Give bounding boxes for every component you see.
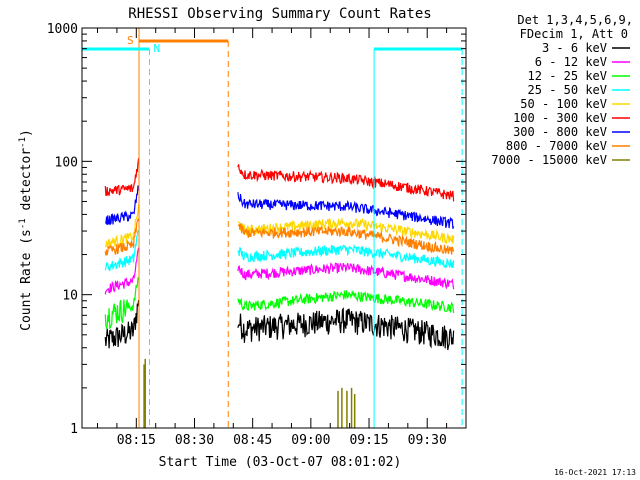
- series-line-7-seg0: [104, 217, 140, 256]
- plot-frame: [81, 27, 467, 429]
- night-label: N: [153, 42, 160, 55]
- saa-label: S: [127, 34, 134, 47]
- legend-label-5: 100 - 300 keV: [513, 111, 607, 125]
- series-line-4-seg0: [104, 204, 140, 249]
- y-tick-label-3: 1000: [47, 22, 78, 37]
- series-line-6-seg0: [104, 185, 140, 226]
- series-line-1-seg0: [104, 247, 140, 295]
- y-axis-ticks: 1 10 100 1000: [47, 22, 466, 437]
- series-line-5-seg0: [104, 158, 140, 196]
- series-line-3-seg1: [237, 243, 455, 269]
- legend-label-2: 12 - 25 keV: [528, 69, 607, 83]
- series-line-3-seg0: [104, 229, 139, 272]
- series-line-6-seg1: [237, 192, 455, 229]
- legend-label-7: 800 - 7000 keV: [506, 139, 607, 153]
- legend-label-8: 7000 - 15000 keV: [491, 153, 607, 167]
- y-axis-label: Count Rate (s-1 detector-1): [18, 129, 34, 331]
- series-line-5-seg1: [237, 164, 455, 202]
- x-tick-label-1: 08:30: [175, 433, 214, 448]
- series-line-2-seg0: [104, 277, 140, 330]
- legend-header-line-1: Det 1,3,4,5,6,9,: [517, 13, 633, 27]
- x-axis-label: Start Time (03-Oct-07 08:01:02): [159, 455, 402, 470]
- series-line-2-seg1: [237, 289, 455, 314]
- x-tick-label-5: 09:30: [408, 433, 447, 448]
- legend-label-6: 300 - 800 keV: [513, 125, 607, 139]
- legend-header-line-2: FDecim 1, Att 0: [520, 27, 628, 41]
- legend: Det 1,3,4,5,6,9, FDecim 1, Att 0 3 - 6 k…: [491, 13, 633, 167]
- y-tick-label-0: 1: [70, 422, 78, 437]
- series-line-7-seg1: [237, 222, 455, 255]
- legend-label-0: 3 - 6 keV: [542, 41, 607, 55]
- legend-label-4: 50 - 100 keV: [520, 97, 607, 111]
- y-tick-label-2: 100: [55, 155, 78, 170]
- legend-label-1: 6 - 12 keV: [535, 55, 607, 69]
- series-line-0-seg0: [104, 299, 140, 349]
- series-line-0-seg1: [237, 307, 455, 351]
- x-tick-label-0: 08:15: [117, 433, 156, 448]
- series-line-1-seg1: [237, 262, 455, 290]
- legend-label-3: 25 - 50 keV: [528, 83, 607, 97]
- x-axis-ticks: 08:15 08:30 08:45 09:00 09:15 09:30: [97, 28, 467, 448]
- chart-title: RHESSI Observing Summary Count Rates: [128, 6, 431, 22]
- x-tick-label-2: 08:45: [233, 433, 272, 448]
- x-tick-label-3: 09:00: [291, 433, 330, 448]
- x-tick-label-4: 09:15: [349, 433, 388, 448]
- footer-date: 16-Oct-2021 17:13: [554, 468, 636, 477]
- series-line-4-seg1: [237, 217, 455, 245]
- plot-area: SN: [82, 28, 463, 428]
- y-tick-label-1: 10: [62, 289, 78, 304]
